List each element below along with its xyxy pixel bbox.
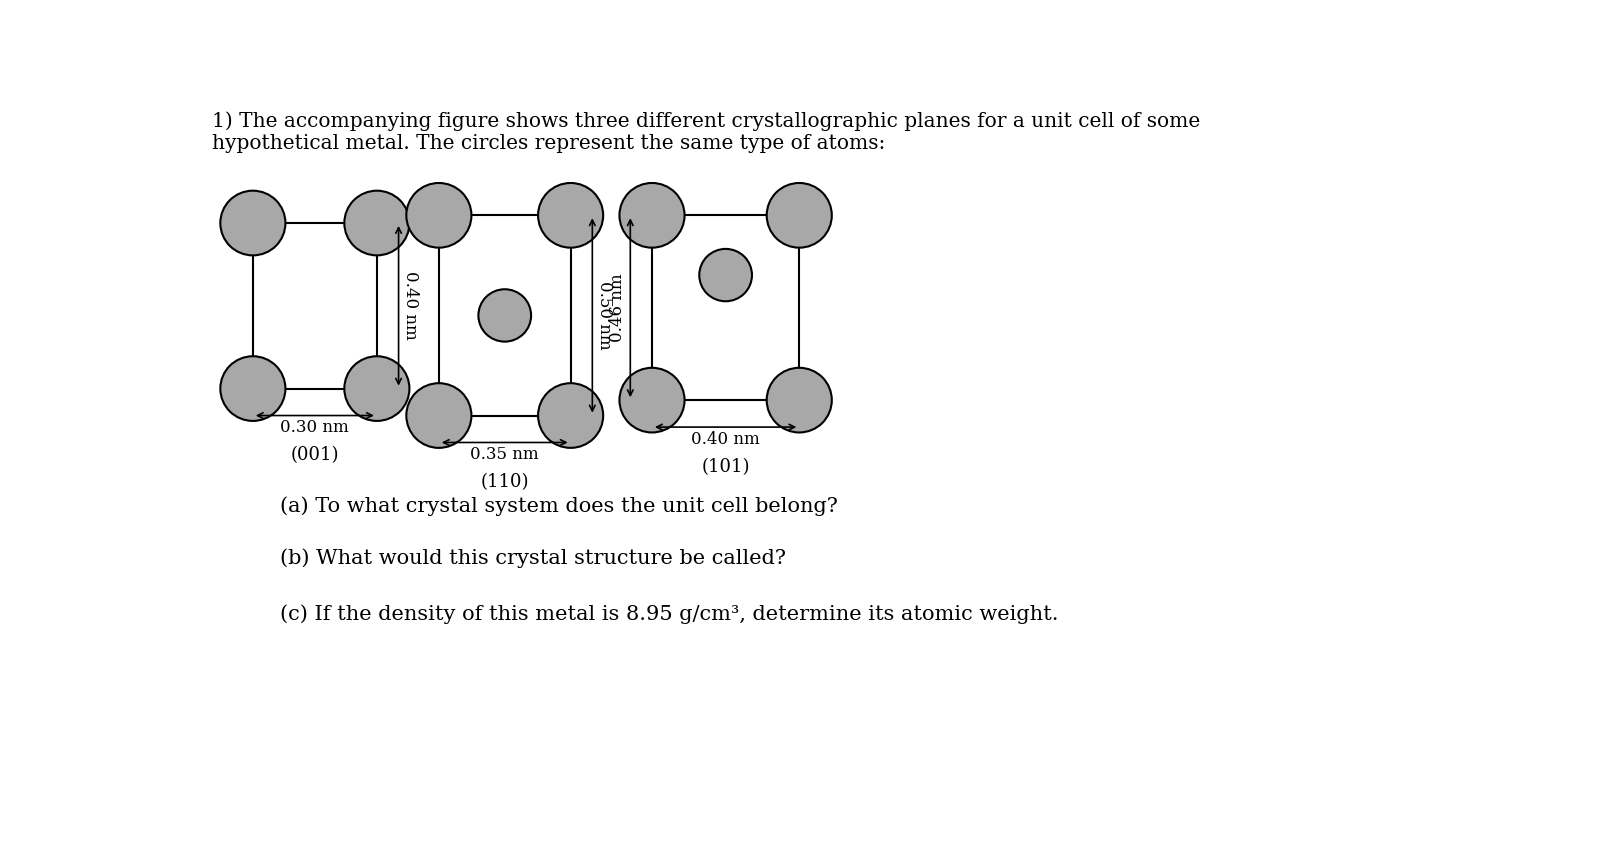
Ellipse shape [766, 183, 831, 248]
Ellipse shape [407, 183, 471, 248]
Ellipse shape [478, 289, 531, 341]
Ellipse shape [538, 183, 603, 248]
Ellipse shape [538, 384, 603, 448]
Text: hypothetical metal. The circles represent the same type of atoms:: hypothetical metal. The circles represen… [212, 135, 885, 154]
Text: (b) What would this crystal structure be called?: (b) What would this crystal structure be… [280, 549, 786, 569]
Text: (c) If the density of this metal is 8.95 g/cm³, determine its atomic weight.: (c) If the density of this metal is 8.95… [280, 604, 1058, 624]
Ellipse shape [220, 191, 285, 256]
Ellipse shape [619, 183, 685, 248]
Ellipse shape [407, 384, 471, 448]
Ellipse shape [619, 368, 685, 433]
Text: 0.50 nm: 0.50 nm [596, 281, 614, 350]
Text: 0.46 nm: 0.46 nm [609, 273, 627, 342]
Ellipse shape [766, 368, 831, 433]
Text: 1) The accompanying figure shows three different crystallographic planes for a u: 1) The accompanying figure shows three d… [212, 111, 1200, 131]
Ellipse shape [345, 191, 410, 256]
Ellipse shape [345, 356, 410, 421]
Ellipse shape [700, 249, 752, 302]
Text: (110): (110) [481, 473, 530, 492]
Ellipse shape [220, 356, 285, 421]
Text: (001): (001) [290, 447, 339, 464]
Text: 0.35 nm: 0.35 nm [470, 447, 539, 463]
Text: (a) To what crystal system does the unit cell belong?: (a) To what crystal system does the unit… [280, 497, 838, 516]
Text: 0.40 nm: 0.40 nm [692, 431, 760, 448]
Text: (101): (101) [701, 458, 750, 476]
Text: 0.40 nm: 0.40 nm [402, 271, 420, 340]
Text: 0.30 nm: 0.30 nm [280, 419, 350, 436]
